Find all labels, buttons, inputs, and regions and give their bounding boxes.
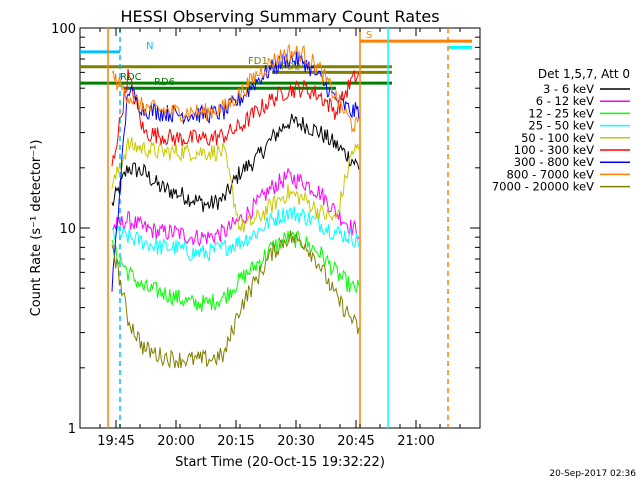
series-line xyxy=(111,230,360,369)
x-axis-label: Start Time (20-Oct-15 19:32:22) xyxy=(175,455,385,470)
legend-label: 12 - 25 keV xyxy=(528,106,594,120)
series-lines xyxy=(111,43,360,369)
flag-label: FD1 xyxy=(248,56,268,67)
flag-label: N xyxy=(146,41,153,52)
x-tick-label: 20:00 xyxy=(157,434,194,449)
series-line xyxy=(111,230,360,312)
x-tick-label: 20:45 xyxy=(337,434,374,449)
y-tick-label: 10 xyxy=(59,222,76,237)
flag-label: RD6 xyxy=(154,77,175,88)
series-line xyxy=(111,113,360,212)
y-tick-label: 1 xyxy=(68,422,76,437)
x-tick-label: 20:30 xyxy=(277,434,314,449)
event-markers xyxy=(107,28,449,428)
x-tick-label: 21:00 xyxy=(397,434,434,449)
x-tick-label: 19:45 xyxy=(97,434,134,449)
flag-label: S xyxy=(366,30,372,41)
series-line xyxy=(111,137,360,233)
series-line xyxy=(111,206,360,262)
legend-header: Det 1,5,7, Att 0 xyxy=(538,67,630,81)
axis-ticks: 19:45 20:00 20:15 20:30 20:45 21:00 1 10 100 xyxy=(51,22,481,449)
series-line xyxy=(111,168,360,247)
series-line xyxy=(111,43,360,134)
flag-label: FD2 xyxy=(281,61,301,72)
legend-label: 300 - 800 keV xyxy=(514,155,594,169)
legend-label: 7000 - 20000 keV xyxy=(492,180,594,194)
flag-label: RDC xyxy=(120,72,142,83)
legend-label: 50 - 100 keV xyxy=(521,131,594,145)
legend-label: 100 - 300 keV xyxy=(514,143,594,157)
legend-label: 800 - 7000 keV xyxy=(506,167,594,181)
y-tick-label: 100 xyxy=(51,22,76,37)
x-tick-label: 20:15 xyxy=(217,434,254,449)
legend-label: 6 - 12 keV xyxy=(536,94,594,108)
series-line xyxy=(111,51,360,292)
legend-label: 3 - 6 keV xyxy=(543,82,594,96)
series-line xyxy=(111,69,360,167)
legend-label: 25 - 50 keV xyxy=(528,119,594,133)
footer-timestamp: 20-Sep-2017 02:36 xyxy=(549,469,636,479)
flag-lines: N FD1 FD2 RDC RD6 S xyxy=(80,30,472,90)
chart-title: HESSI Observing Summary Count Rates xyxy=(120,7,439,26)
y-axis-label: Count Rate (s⁻¹ detector⁻¹) xyxy=(29,140,44,317)
